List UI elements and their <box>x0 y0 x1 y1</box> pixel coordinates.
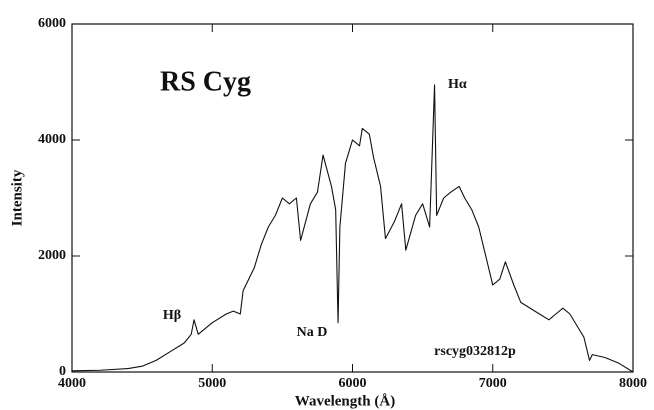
x-tick-label: 8000 <box>619 376 647 391</box>
y-tick-label: 0 <box>59 364 66 379</box>
x-axis-label: Wavelength (Å) <box>295 393 395 409</box>
x-tick-label: 4000 <box>58 376 86 391</box>
x-tick-label: 5000 <box>198 376 226 391</box>
annotation: Na D <box>297 325 328 340</box>
spectrum-line <box>71 84 634 373</box>
y-tick-label: 4000 <box>38 132 66 147</box>
chart-title: RS Cyg <box>160 66 251 97</box>
annotation: Hβ <box>163 308 181 323</box>
x-tick-label: 6000 <box>339 376 367 391</box>
annotation: Hα <box>448 77 467 92</box>
y-axis-label: Intensity <box>9 169 25 226</box>
y-tick-label: 6000 <box>38 16 66 31</box>
y-tick-label: 2000 <box>38 248 66 263</box>
x-tick-label: 7000 <box>479 376 507 391</box>
annotation: rscyg032812p <box>434 344 516 359</box>
